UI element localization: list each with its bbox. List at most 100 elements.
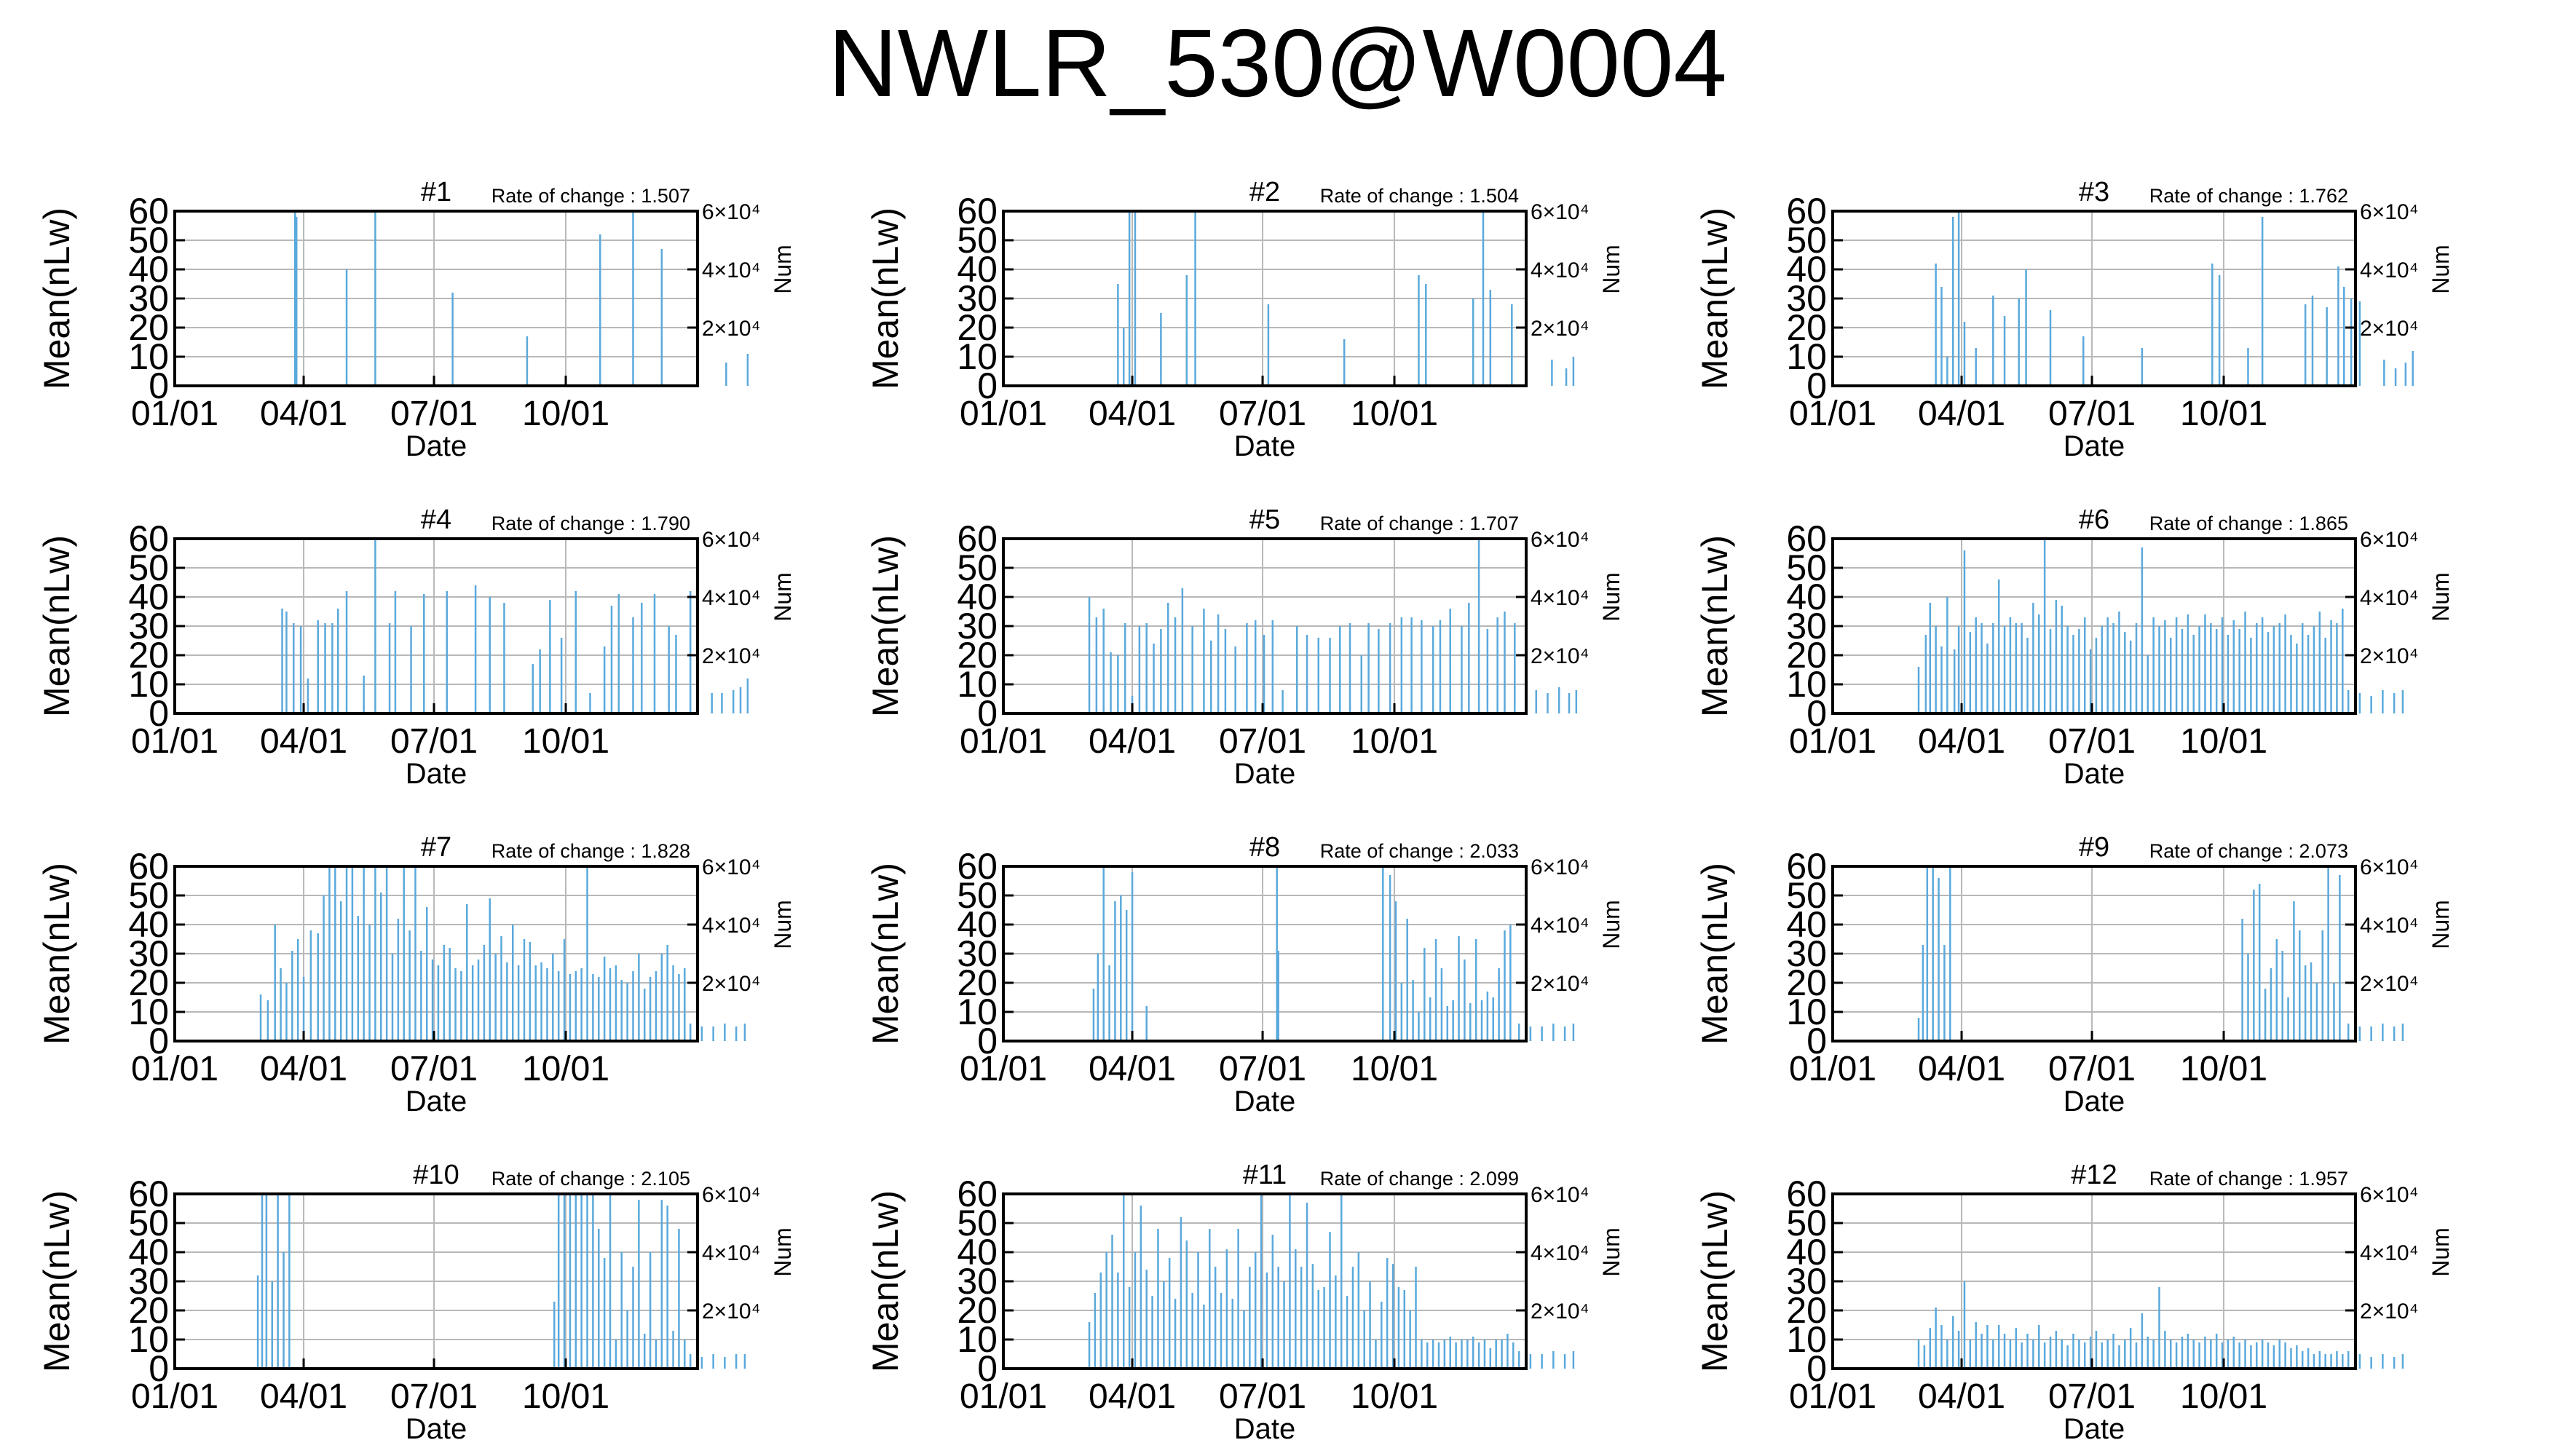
- y-tick-label: 60: [1786, 846, 1827, 887]
- y2-tick-label: 4×10⁴: [1531, 914, 1589, 938]
- y-tick-label: 0: [1806, 693, 1827, 734]
- y2-tick-label: 6×10⁴: [2360, 528, 2418, 552]
- x-tick-label: 01/01: [960, 722, 1047, 761]
- panel-title: #10: [413, 1160, 459, 1190]
- rate-of-change-label: Rate of change : 1.507: [491, 185, 690, 207]
- y-tick-label: 0: [977, 693, 998, 734]
- y2-tick-label: 6×10⁴: [702, 200, 760, 224]
- panel-title: #9: [2079, 832, 2109, 863]
- y2-tick-label: 4×10⁴: [1531, 586, 1589, 610]
- y-tick-label: 20: [957, 962, 998, 1003]
- y-tick-label: 40: [1786, 1232, 1827, 1273]
- y2-axis-label: Num: [1598, 1227, 1624, 1277]
- y-tick-label: 20: [957, 1290, 998, 1331]
- y2-tick-label: 4×10⁴: [1531, 258, 1589, 282]
- y-tick-label: 20: [957, 307, 998, 348]
- panel-title: #8: [1249, 832, 1280, 863]
- y2-tick-label: 6×10⁴: [2360, 200, 2418, 224]
- y-tick-label: 10: [128, 1319, 169, 1360]
- y-tick-label: 10: [1786, 1319, 1827, 1360]
- y-tick-label: 40: [957, 1232, 998, 1273]
- y-tick-label: 40: [1786, 577, 1827, 617]
- x-tick-label: 07/01: [390, 722, 478, 761]
- rate-of-change-label: Rate of change : 2.033: [1320, 840, 1519, 862]
- rate-of-change-label: Rate of change : 1.504: [1320, 185, 1519, 207]
- x-tick-label: 01/01: [1789, 722, 1876, 761]
- y-tick-label: 30: [957, 933, 998, 974]
- y-tick-label: 0: [1806, 1348, 1827, 1389]
- x-tick-label: 04/01: [260, 722, 347, 761]
- y-tick-label: 50: [128, 220, 169, 261]
- panel-title: #5: [1249, 505, 1280, 535]
- y-tick-label: 0: [977, 365, 998, 406]
- y-tick-label: 20: [128, 1290, 169, 1331]
- x-tick-label: 01/01: [960, 1050, 1047, 1088]
- x-tick-label: 01/01: [1789, 1050, 1876, 1088]
- panel-title: #2: [1249, 177, 1280, 207]
- y2-axis-label: Num: [2428, 245, 2454, 294]
- y2-tick-label: 2×10⁴: [702, 1299, 760, 1324]
- y-tick-label: 0: [149, 693, 169, 734]
- x-tick-label: 10/01: [1351, 1050, 1438, 1088]
- y2-tick-label: 6×10⁴: [2360, 1183, 2418, 1207]
- y2-tick-label: 2×10⁴: [702, 317, 760, 341]
- x-tick-label: 04/01: [260, 1050, 347, 1088]
- y-tick-label: 0: [149, 365, 169, 406]
- x-tick-label: 07/01: [1219, 1377, 1306, 1416]
- y2-axis-label: Num: [1598, 572, 1624, 622]
- y2-tick-label: 2×10⁴: [2360, 317, 2418, 341]
- y-tick-label: 20: [1786, 962, 1827, 1003]
- y-tick-label: 60: [1786, 518, 1827, 559]
- y-tick-label: 40: [1786, 904, 1827, 945]
- y-tick-label: 50: [957, 875, 998, 916]
- y-tick-label: 50: [1786, 1203, 1827, 1243]
- x-tick-label: 01/01: [960, 1377, 1047, 1416]
- y2-tick-label: 6×10⁴: [702, 855, 760, 879]
- y-axis-label: Mean(nLw): [865, 863, 906, 1045]
- x-tick-label: 10/01: [2180, 1377, 2267, 1416]
- y-tick-label: 60: [128, 1174, 169, 1214]
- y-tick-label: 40: [128, 1232, 169, 1273]
- y-tick-label: 30: [1786, 278, 1827, 319]
- y-tick-label: 0: [977, 1348, 998, 1389]
- y-tick-label: 50: [128, 1203, 169, 1243]
- y2-tick-label: 4×10⁴: [2360, 586, 2418, 610]
- x-tick-label: 04/01: [1918, 395, 2005, 433]
- rate-of-change-label: Rate of change : 1.828: [491, 840, 690, 862]
- y-tick-label: 50: [1786, 220, 1827, 261]
- x-tick-label: 04/01: [1918, 1050, 2005, 1088]
- y2-tick-label: 4×10⁴: [702, 1241, 760, 1265]
- panel-title: #1: [421, 177, 451, 207]
- x-tick-label: 10/01: [2180, 395, 2267, 433]
- y2-axis-label: Num: [2428, 572, 2454, 622]
- y-tick-label: 30: [1786, 1261, 1827, 1302]
- y-tick-label: 10: [1786, 992, 1827, 1032]
- x-axis-label: Date: [1234, 758, 1296, 790]
- y-tick-label: 50: [1786, 547, 1827, 588]
- y2-axis-label: Num: [1598, 245, 1624, 294]
- y-tick-label: 50: [957, 220, 998, 261]
- y-tick-label: 40: [128, 577, 169, 617]
- y2-axis-label: Num: [2428, 1227, 2454, 1277]
- x-tick-label: 04/01: [260, 1377, 347, 1416]
- y-tick-label: 30: [128, 933, 169, 974]
- rate-of-change-label: Rate of change : 1.865: [2149, 513, 2348, 534]
- x-tick-label: 07/01: [2048, 722, 2136, 761]
- x-tick-label: 07/01: [1219, 722, 1306, 761]
- y2-tick-label: 4×10⁴: [2360, 914, 2418, 938]
- y-tick-label: 60: [957, 191, 998, 232]
- y-tick-label: 20: [128, 635, 169, 676]
- y2-tick-label: 6×10⁴: [1531, 528, 1589, 552]
- x-axis-label: Date: [1234, 1413, 1296, 1445]
- y-tick-label: 50: [128, 547, 169, 588]
- y-tick-label: 30: [128, 1261, 169, 1302]
- y-tick-label: 20: [1786, 1290, 1827, 1331]
- y2-tick-label: 4×10⁴: [702, 586, 760, 610]
- y2-axis-label: Num: [2428, 900, 2454, 949]
- y-tick-label: 40: [1786, 249, 1827, 290]
- y-axis-label: Mean(nLw): [36, 863, 77, 1045]
- y-tick-label: 40: [957, 249, 998, 290]
